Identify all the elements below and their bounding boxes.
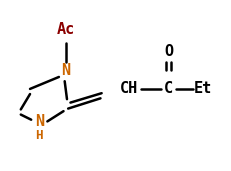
Text: C: C	[164, 81, 173, 96]
Text: N: N	[35, 114, 44, 129]
Text: CH: CH	[120, 81, 139, 96]
Text: Et: Et	[194, 81, 213, 96]
Text: Ac: Ac	[57, 22, 75, 37]
Text: O: O	[164, 44, 173, 59]
Text: H: H	[36, 129, 43, 142]
Text: N: N	[61, 63, 70, 78]
